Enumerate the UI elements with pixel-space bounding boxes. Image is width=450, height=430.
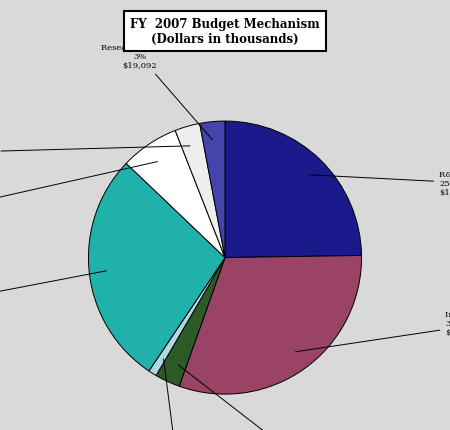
Wedge shape bbox=[179, 256, 361, 394]
Wedge shape bbox=[89, 164, 225, 371]
Wedge shape bbox=[175, 124, 225, 258]
Wedge shape bbox=[200, 122, 225, 258]
Text: Research Training
3%
$19,092: Research Training 3% $19,092 bbox=[101, 43, 212, 140]
Wedge shape bbox=[149, 258, 225, 376]
Wedge shape bbox=[126, 131, 225, 258]
Text: RM&S
3%
$16,990: RM&S 3% $16,990 bbox=[178, 365, 328, 430]
Wedge shape bbox=[225, 122, 361, 258]
Wedge shape bbox=[156, 258, 225, 386]
Text: Intramural Research
31%
$166,730: Intramural Research 31% $166,730 bbox=[296, 310, 450, 352]
Text: Roadmap
1%
$7,693: Roadmap 1% $7,693 bbox=[159, 359, 198, 430]
Text: Other Research
3%
$17,354: Other Research 3% $17,354 bbox=[0, 140, 190, 166]
Text: R&D Contracts
25%
$140,661: R&D Contracts 25% $140,661 bbox=[310, 171, 450, 197]
Text: Research Project
Grants
28%
$227,103: Research Project Grants 28% $227,103 bbox=[0, 271, 107, 319]
Text: Research Centers
7%
$41,700: Research Centers 7% $41,700 bbox=[0, 162, 158, 221]
Text: FY  2007 Budget Mechanism
(Dollars in thousands): FY 2007 Budget Mechanism (Dollars in tho… bbox=[130, 18, 320, 46]
